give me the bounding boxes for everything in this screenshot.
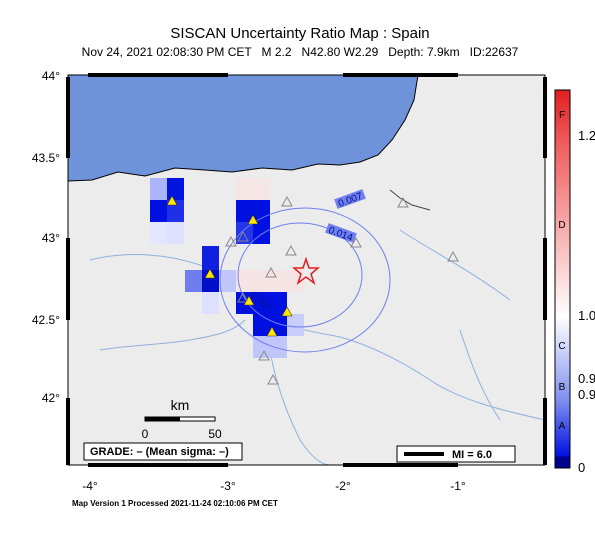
lon-label: -2°: [335, 479, 351, 493]
grade-text: GRADE: – (Mean sigma: –): [90, 446, 229, 458]
lat-label: 42°: [42, 391, 60, 405]
frame-ticks: [66, 73, 547, 467]
colorbar-label: 1.2: [578, 128, 595, 143]
scale-label: 0: [142, 427, 149, 441]
title: SISCAN Uncertainty Ratio Map : Spain: [170, 25, 429, 42]
lat-labels: 44° 43.5° 43° 42.5° 42°: [32, 69, 60, 405]
lat-label: 43.5°: [32, 151, 60, 165]
colorbar-label: 0.9: [578, 387, 595, 402]
epicenter: [291, 256, 321, 286]
uncertainty-cells: [150, 178, 304, 358]
scale-bar: km 0 50: [142, 397, 222, 441]
lon-labels: -4° -3° -2° -1°: [82, 479, 466, 493]
stations: [166, 195, 459, 385]
border: [389, 189, 431, 211]
legend-text: MI = 6.0: [452, 449, 492, 461]
colorbar-label: 0: [578, 460, 585, 475]
colorbar-label: 0.9: [578, 371, 595, 386]
legend-box: [396, 445, 516, 463]
lat-label: 43°: [42, 231, 60, 245]
sea: [67, 74, 419, 182]
colorbar-label: 1.0: [578, 308, 595, 323]
lat-label: 44°: [42, 69, 60, 83]
lon-label: -3°: [220, 479, 236, 493]
scale-label: 50: [208, 427, 222, 441]
contours: [219, 207, 391, 353]
grade-letter: F: [559, 110, 565, 121]
grade-letter: D: [558, 220, 565, 231]
lon-label: -1°: [450, 479, 466, 493]
lon-label: -4°: [82, 479, 98, 493]
grade-letter: C: [558, 341, 565, 352]
map: 0.007 0.014 0.007: [66, 73, 547, 467]
lat-label: 42.5°: [32, 313, 60, 327]
colorbar: F D C B A 1.2 1.0 0.9 0.9 0: [554, 89, 595, 475]
subtitle: Nov 24, 2021 02:08:30 PM CET M 2.2 N42.8…: [82, 45, 519, 59]
grade-letter: A: [559, 421, 566, 432]
river: [99, 319, 246, 351]
grade-box: [83, 442, 243, 461]
river: [459, 329, 501, 421]
grade-letter: B: [559, 382, 566, 393]
scale-unit: km: [171, 397, 190, 413]
footer: Map Version 1 Processed 2021-11-24 02:10…: [72, 499, 278, 508]
river: [269, 349, 331, 466]
